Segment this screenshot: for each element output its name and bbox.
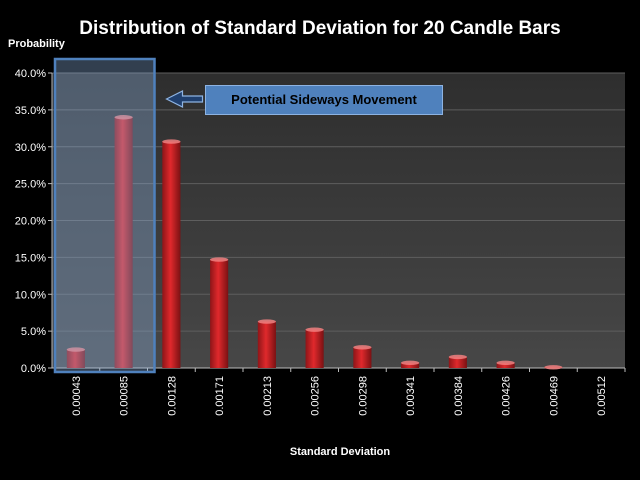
y-tick-label: 0.0% [21,363,46,375]
x-axis-label: Standard Deviation [289,446,391,458]
bar-cap [114,115,133,120]
y-axis-label: Probability [8,38,65,50]
y-tick-label: 25.0% [15,179,46,191]
x-tick-label: 0.00256 [310,376,322,416]
bar [305,329,324,368]
y-tick-label: 35.0% [15,105,46,117]
bar-cap [496,360,515,366]
bar [66,349,85,368]
bar-cap [401,360,420,366]
x-tick-label: 0.00171 [214,376,226,416]
bar [114,117,133,368]
bar-cap [66,347,85,352]
bar-cap [448,354,467,360]
bar [162,141,181,368]
y-tick-label: 15.0% [15,252,46,264]
x-tick-label: 0.00426 [501,376,513,416]
x-tick-label: 0.00384 [453,376,465,416]
bar-cap [353,345,372,350]
bar [353,347,372,368]
y-tick-label: 20.0% [15,216,46,228]
y-tick-label: 10.0% [15,289,46,301]
x-tick-label: 0.00469 [548,376,560,416]
x-tick-label: 0.00512 [596,376,608,416]
x-tick-label: 0.00043 [71,376,83,416]
y-tick-label: 40.0% [15,68,46,80]
bar [401,362,420,368]
bar [496,362,515,368]
x-tick-label: 0.00085 [119,376,131,416]
y-tick-label: 30.0% [15,142,46,154]
bar-cap [210,257,229,262]
bar [210,259,229,368]
bar-cap [257,319,276,324]
bar-cap [544,365,563,370]
bar [448,356,467,368]
bar [257,321,276,368]
y-tick-label: 5.0% [21,326,46,338]
x-tick-label: 0.00128 [166,376,178,416]
highlight-box [53,57,156,374]
bar-cap [305,327,324,332]
annotation-callout: Potential Sideways Movement [205,85,443,115]
chart-title: Distribution of Standard Deviation for 2… [79,18,561,39]
bar-cap [162,139,181,144]
arrow-left-icon [165,90,204,108]
x-tick-label: 0.00213 [262,376,274,416]
x-tick-label: 0.00298 [357,376,369,416]
x-tick-label: 0.00341 [405,376,417,416]
